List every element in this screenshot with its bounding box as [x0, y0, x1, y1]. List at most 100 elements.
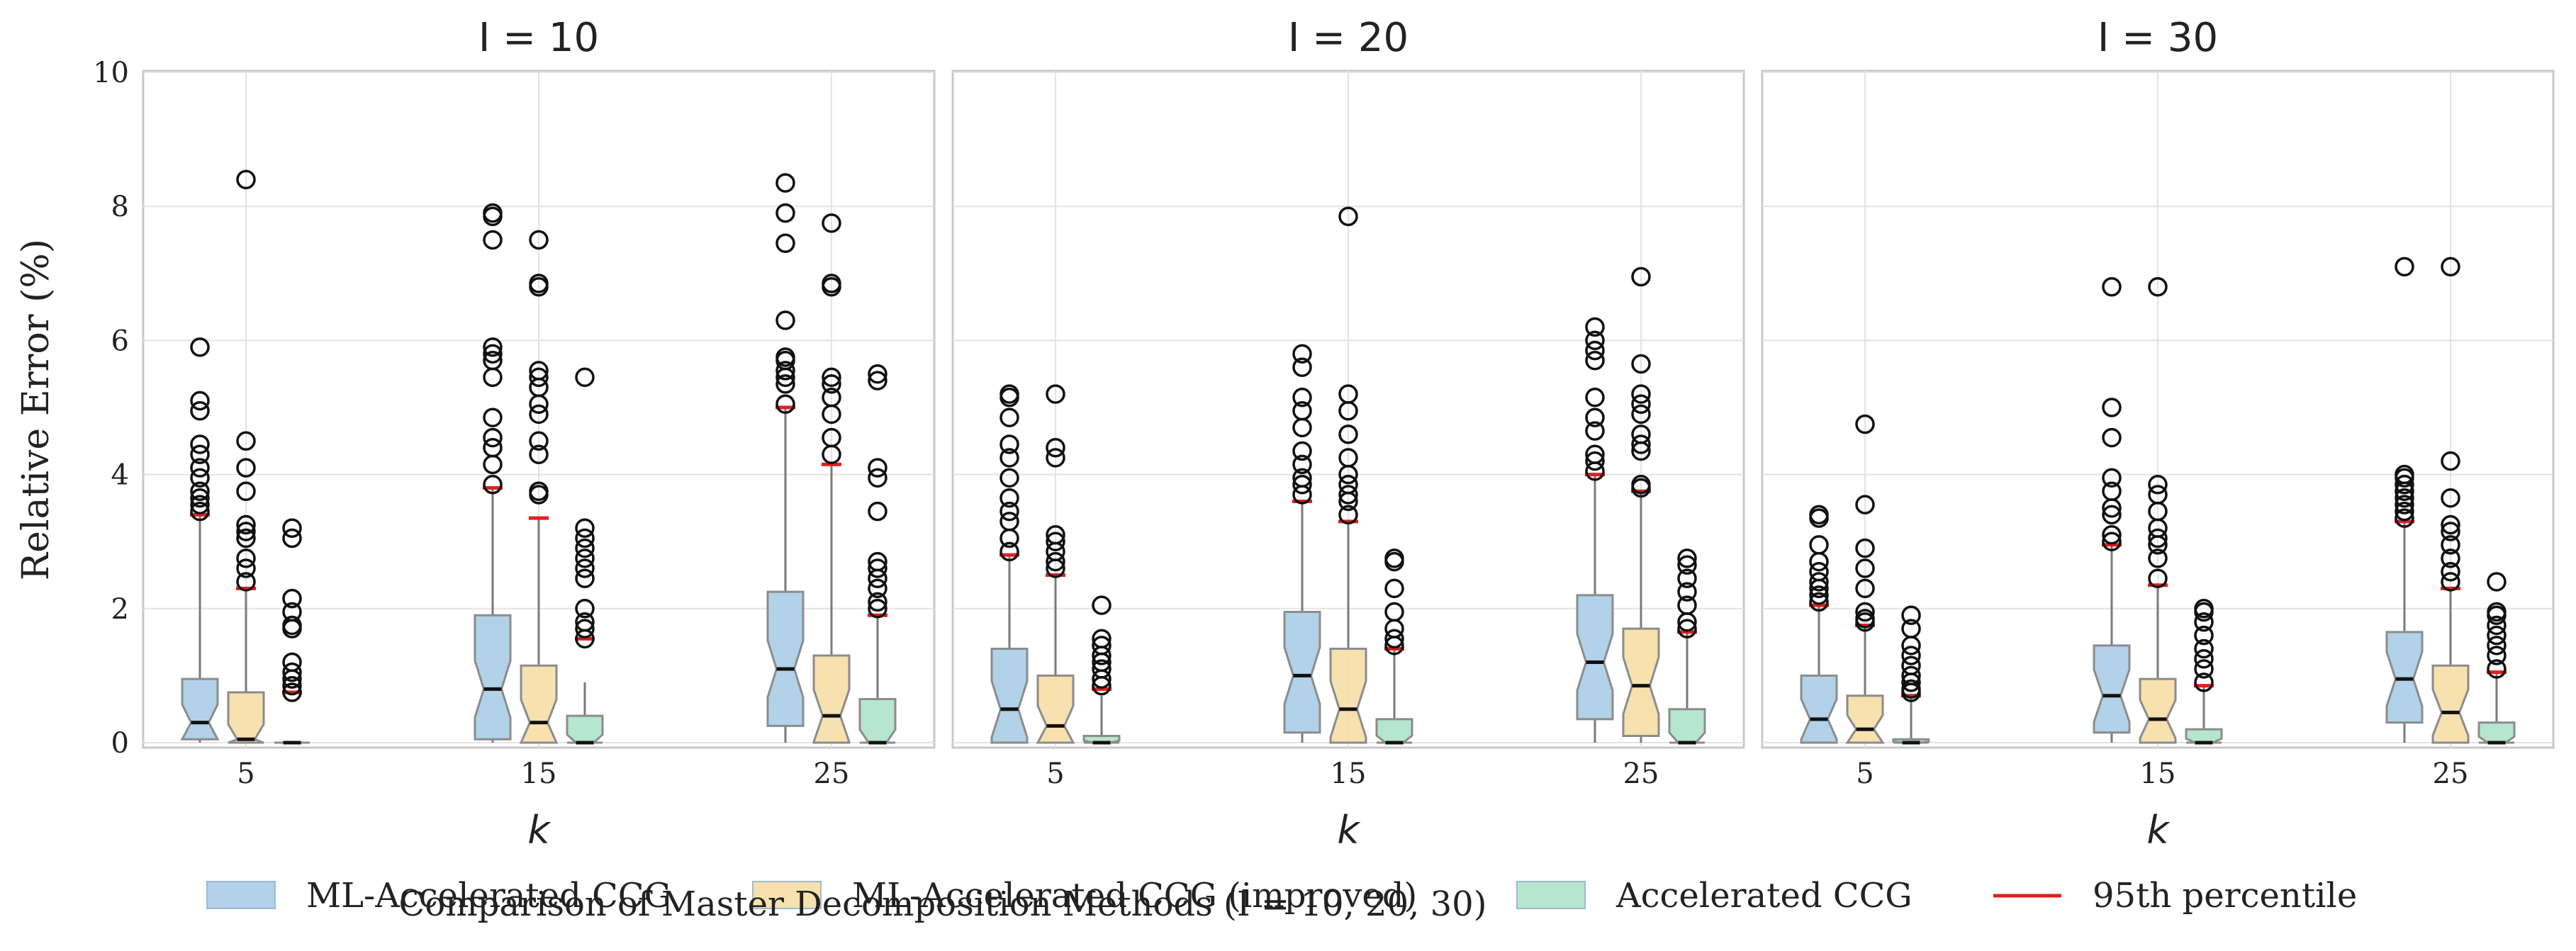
outlier-point: [282, 682, 302, 702]
outlier-point: [1631, 354, 1651, 374]
outlier-point: [282, 615, 302, 636]
box-ml-accelerated-ccg: [474, 203, 512, 743]
outlier-point: [282, 518, 302, 539]
box-body: [1329, 648, 1367, 744]
box-ml-accelerated-ccg-improved-: [1622, 266, 1660, 743]
outlier-point: [1677, 619, 1697, 638]
outlier-point: [529, 481, 549, 501]
panel-2: I = 20 5 15 25 k: [951, 15, 1745, 852]
x-tick-label: 15: [1331, 758, 1367, 790]
outlier-point: [2194, 599, 2214, 619]
box-accelerated-ccg: [1082, 595, 1121, 745]
outlier-point: [999, 512, 1019, 531]
outlier-point: [1585, 388, 1605, 407]
box-accelerated-ccg: [1892, 605, 1930, 745]
outlier-point: [190, 501, 210, 522]
panel-title: I = 20: [1288, 15, 1409, 61]
outlier-point: [190, 390, 210, 411]
outlier-point: [1384, 602, 1404, 622]
outlier-point: [1384, 578, 1404, 599]
outlier-point: [775, 347, 795, 367]
outlier-point: [2102, 531, 2122, 551]
box-ml-accelerated-ccg-improved-: [519, 230, 559, 744]
y-tick-label: 2: [111, 593, 129, 626]
outlier-point: [190, 468, 210, 488]
outlier-point: [1338, 475, 1358, 495]
outlier-point: [822, 213, 841, 233]
outlier-point: [1901, 605, 1921, 626]
panel-title: I = 30: [2098, 15, 2218, 61]
box-body: [180, 677, 220, 741]
x-tick-label: 25: [814, 758, 850, 790]
box-ml-accelerated-ccg-improved-: [1036, 384, 1075, 744]
outlier-point: [236, 528, 256, 548]
box-ml-accelerated-ccg-improved-: [1329, 206, 1367, 744]
legend-swatch: [752, 881, 822, 909]
outlier-point: [1046, 551, 1065, 572]
outlier-point: [868, 599, 887, 619]
outlier-point: [1855, 578, 1875, 599]
outlier-point: [483, 351, 503, 371]
outlier-point: [282, 528, 302, 548]
outlier-point: [575, 599, 595, 619]
outlier-point: [529, 361, 549, 381]
outlier-point: [775, 310, 795, 330]
outlier-point: [1338, 206, 1358, 227]
box-accelerated-ccg: [858, 364, 897, 745]
outlier-point: [190, 458, 210, 478]
outlier-point: [282, 602, 302, 622]
outlier-point: [822, 374, 841, 394]
outlier-point: [999, 407, 1019, 427]
chart-panels: I = 10 5 15 25 k I = 20 5 15 25 k I = 30 5 15 25 k 0 2 4 6…: [93, 15, 2555, 852]
outlier-point: [1631, 434, 1651, 454]
outlier-point: [483, 203, 503, 223]
outlier-point: [2487, 625, 2507, 646]
outlier-point: [2102, 398, 2122, 417]
outlier-point: [282, 662, 302, 682]
x-axis-label: k: [2146, 808, 2171, 852]
x-tick-label: 25: [1623, 758, 1659, 790]
outlier-point: [1292, 454, 1312, 475]
outlier-point: [1631, 475, 1651, 495]
box-accelerated-ccg: [2477, 572, 2516, 745]
outlier-point: [483, 427, 503, 448]
outlier-point: [2441, 548, 2460, 568]
outlier-point: [483, 438, 503, 458]
box-ml-accelerated-ccg: [2385, 257, 2424, 743]
outlier-point: [1855, 495, 1875, 514]
outlier-point: [575, 548, 595, 568]
box-body: [1668, 708, 1706, 744]
outlier-point: [1631, 384, 1651, 404]
outlier-point: [2487, 615, 2507, 636]
outlier-point: [575, 568, 595, 588]
box-body: [1622, 627, 1660, 738]
box-body: [519, 664, 559, 744]
box-ml-accelerated-ccg: [2093, 276, 2131, 743]
outlier-point: [2395, 495, 2414, 514]
outlier-point: [575, 528, 595, 548]
outlier-point: [2102, 505, 2122, 525]
legend: ML-Accelerated CCG ML-Accelerated CCG (im…: [206, 876, 2357, 916]
outlier-point: [1292, 468, 1312, 488]
outlier-point: [2395, 257, 2414, 277]
box-body: [2185, 728, 2223, 744]
outlier-point: [1585, 451, 1605, 471]
outlier-point: [1901, 655, 1921, 675]
outlier-point: [236, 572, 256, 592]
outlier-point: [483, 230, 503, 250]
outlier-point: [529, 274, 549, 293]
box-body: [812, 654, 851, 744]
outlier-point: [282, 675, 302, 696]
figure-title: Comparison of Master Decomposition Metho…: [399, 884, 1487, 924]
outlier-point: [1046, 384, 1065, 404]
outlier-point: [282, 588, 302, 609]
outlier-point: [236, 481, 256, 501]
outlier-point: [775, 233, 795, 253]
outlier-point: [1901, 619, 1921, 638]
outlier-point: [575, 619, 595, 638]
outlier-point: [1809, 505, 1829, 525]
outlier-point: [282, 652, 302, 673]
outlier-point: [1631, 394, 1651, 415]
outlier-point: [1677, 548, 1697, 568]
